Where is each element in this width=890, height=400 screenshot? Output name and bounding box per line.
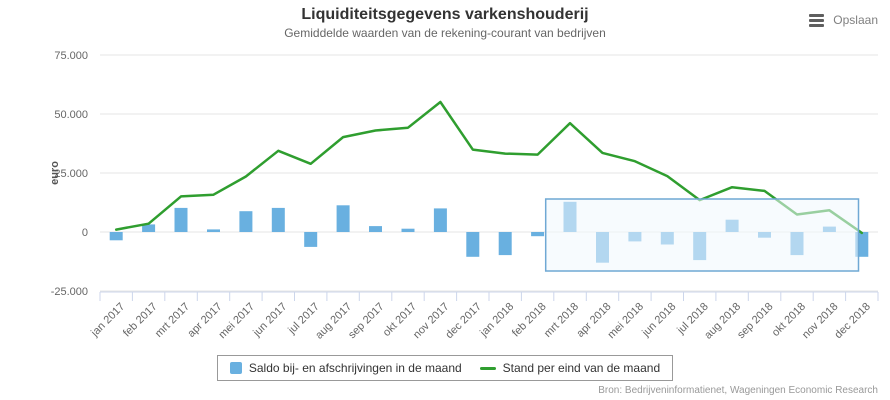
x-axis-label: jan 2018 <box>477 301 516 340</box>
bar-dec-2017[interactable] <box>466 232 480 257</box>
legend-item-line[interactable]: Stand per eind van de maand <box>479 361 661 375</box>
legend-item-bars[interactable]: Saldo bij- en afschrijvingen in de maand <box>229 361 462 375</box>
x-axis-label: jun 2018 <box>639 301 678 340</box>
x-axis-label: dec 2018 <box>832 301 872 341</box>
export-menu-label: Opslaan <box>833 13 878 27</box>
y-axis-title: euro <box>49 161 61 185</box>
y-axis-tick-label: 75.000 <box>54 50 88 62</box>
chart-title: Liquiditeitsgegevens varkenshouderij <box>301 6 589 23</box>
bar-feb-2017[interactable] <box>142 224 156 232</box>
bar-feb-2018[interactable] <box>531 232 545 237</box>
bar-mei-2017[interactable] <box>239 211 253 232</box>
export-menu-button[interactable]: Opslaan <box>809 13 878 27</box>
bar-jan-2017[interactable] <box>109 232 123 241</box>
legend: Saldo bij- en afschrijvingen in de maand… <box>216 355 674 381</box>
hamburger-icon <box>809 13 825 27</box>
x-axis-label: jan 2017 <box>88 301 127 340</box>
x-axis-label: mei 2017 <box>217 301 257 341</box>
line-swatch-icon <box>479 366 496 370</box>
bar-jul-2017[interactable] <box>304 232 318 247</box>
y-axis-tick-label: 25.000 <box>54 168 88 180</box>
y-axis-tick-label: 50.000 <box>54 109 88 121</box>
chart-subtitle: Gemiddelde waarden van de rekening-coura… <box>284 26 606 40</box>
x-axis-label: mrt 2018 <box>542 301 581 340</box>
bar-aug-2017[interactable] <box>336 205 350 232</box>
credits: Bron: Bedrijveninformatienet, Wageningen… <box>598 385 878 396</box>
bar-jan-2018[interactable] <box>498 232 512 256</box>
x-axis-label: sep 2018 <box>735 301 775 341</box>
bar-nov-2017[interactable] <box>433 208 447 232</box>
x-axis-label: jun 2017 <box>250 301 289 340</box>
x-axis-label: sep 2017 <box>346 301 386 341</box>
selection-rectangle <box>544 198 860 272</box>
x-axis-label: mrt 2017 <box>153 301 192 340</box>
bar-mrt-2017[interactable] <box>174 207 188 232</box>
bar-jun-2017[interactable] <box>271 207 285 232</box>
y-axis-tick-label: 0 <box>82 227 88 239</box>
bar-okt-2017[interactable] <box>401 228 415 232</box>
bar-swatch-icon <box>229 362 242 374</box>
line-series[interactable] <box>114 100 864 235</box>
x-axis-label: dec 2017 <box>443 301 483 341</box>
y-axis-tick-label: -25.000 <box>51 286 88 298</box>
x-axis-label: mei 2018 <box>606 301 646 341</box>
bar-sep-2017[interactable] <box>369 226 382 232</box>
legend-line-label: Stand per eind van de maand <box>502 361 661 375</box>
legend-bars-label: Saldo bij- en afschrijvingen in de maand <box>248 361 462 375</box>
bar-apr-2017[interactable] <box>207 229 220 232</box>
